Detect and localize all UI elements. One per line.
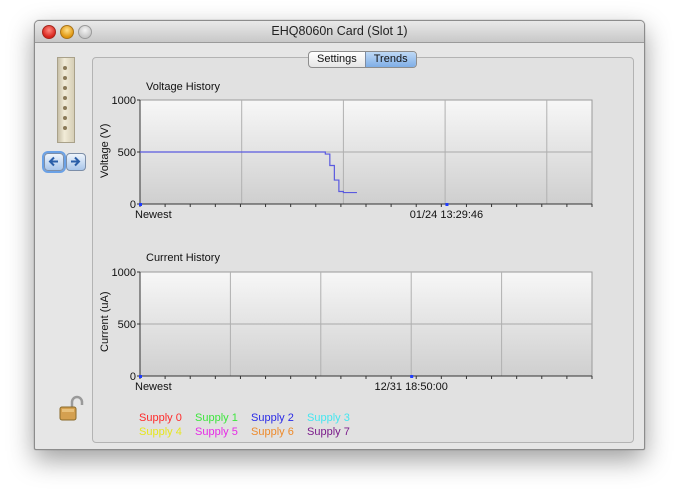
view-segmented-control[interactable]: Settings Trends	[308, 51, 417, 68]
current-origin-marker	[139, 375, 142, 378]
legend-supply-2: Supply 2	[251, 412, 294, 424]
current-y-tick-label: 500	[118, 319, 136, 331]
legend-supply-0: Supply 0	[139, 412, 182, 424]
voltage-time-marker	[445, 203, 449, 206]
legend-supply-4: Supply 4	[139, 426, 182, 438]
voltage-x-time-label: 01/24 13:29:46	[410, 209, 483, 221]
voltage-y-tick-label: 0	[130, 199, 136, 211]
current-x-newest-label: Newest	[135, 381, 172, 393]
arrow-right-icon	[71, 156, 81, 167]
voltage-series-line	[140, 151, 357, 194]
zoom-window-button[interactable]	[78, 25, 92, 39]
tab-settings[interactable]: Settings	[317, 53, 357, 65]
voltage-y-tick-label: 500	[118, 147, 136, 159]
current-time-marker	[410, 375, 414, 378]
window-title: EHQ8060n Card (Slot 1)	[271, 24, 408, 38]
current-x-time-label: 12/31 18:50:00	[374, 381, 447, 393]
card-window: EHQ8060n Card (Slot 1) Settings Trends V…	[34, 20, 645, 450]
title-bar: EHQ8060n Card (Slot 1)	[35, 21, 644, 43]
current-y-tick-label: 0	[130, 371, 136, 383]
legend-supply-6: Supply 6	[251, 426, 294, 438]
tab-trends[interactable]: Trends	[364, 52, 416, 67]
current-y-tick-label: 1000	[112, 267, 136, 279]
legend-supply-7: Supply 7	[307, 426, 350, 438]
legend-supply-3: Supply 3	[307, 412, 350, 424]
voltage-x-newest-label: Newest	[135, 209, 172, 221]
next-card-button[interactable]	[66, 153, 86, 171]
legend-supply-5: Supply 5	[195, 426, 238, 438]
previous-card-button[interactable]	[44, 153, 64, 171]
card-thumbnail-icon	[57, 57, 75, 143]
legend-supply-1: Supply 1	[195, 412, 238, 424]
voltage-chart-title: Voltage History	[146, 81, 220, 93]
minimize-window-button[interactable]	[60, 25, 74, 39]
voltage-origin-marker	[139, 203, 142, 206]
close-window-button[interactable]	[42, 25, 56, 39]
lock-open-icon[interactable]	[57, 395, 85, 423]
arrow-left-icon	[48, 156, 58, 167]
voltage-y-tick-label: 1000	[112, 95, 136, 107]
current-chart-title: Current History	[146, 252, 220, 264]
